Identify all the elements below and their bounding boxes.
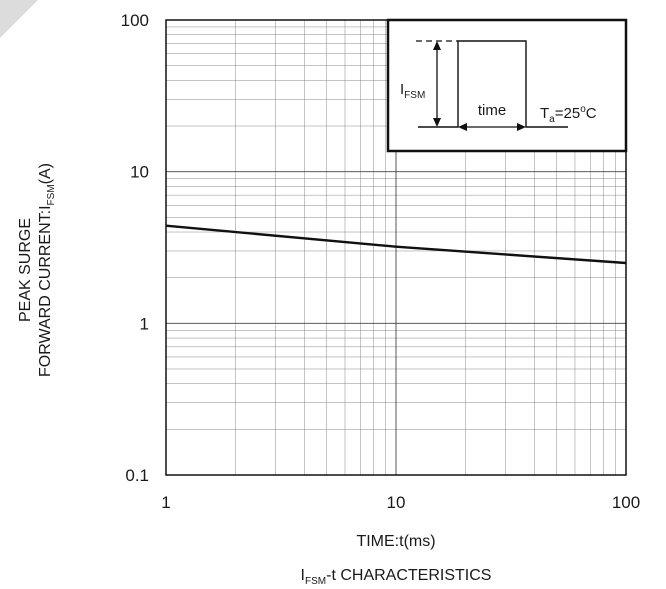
inset-temp-sub: a: [549, 114, 555, 125]
y-axis-title-sub: FSM: [46, 184, 57, 205]
y-tick-label: 1: [140, 314, 149, 333]
caption-sub: FSM: [305, 576, 326, 587]
x-tick-label: 100: [612, 493, 640, 512]
y-axis-title: PEAK SURGE FORWARD CURRENT:IFSM(A): [17, 163, 57, 377]
caption-main: I: [301, 567, 305, 584]
inset-frame: [386, 18, 628, 153]
series-layer: [165, 224, 627, 265]
y-tick-label: 10: [130, 163, 149, 182]
inset-ifsm-arrow-head-bottom: [433, 118, 441, 127]
inset-ifsm-arrow-head-top: [433, 41, 441, 50]
y-tick-label: 100: [121, 11, 149, 30]
inset-temp-sup: o: [580, 104, 586, 115]
inset-temp-label: Ta=25oC: [540, 104, 597, 125]
inset-ifsm-sub: FSM: [404, 90, 425, 101]
y-axis-title-line1: PEAK SURGE: [17, 218, 34, 322]
inset-time-arrow-head-right: [517, 123, 526, 131]
corner-shape: [0, 0, 38, 38]
inset-pulse: [418, 40, 568, 128]
y-tick-labels: 0.1 1 10 100: [121, 11, 149, 485]
x-tick-labels: 1 10 100: [161, 493, 640, 512]
y-tick-label: 0.1: [125, 466, 149, 485]
y-axis-title-main: FORWARD CURRENT:I: [37, 205, 54, 377]
caption-rest: -t CHARACTERISTICS: [326, 567, 491, 584]
inset-ifsm-label: IFSM: [400, 81, 425, 101]
inset-temp-main: T: [540, 105, 549, 122]
y-axis-title-line2: FORWARD CURRENT:IFSM(A): [37, 163, 57, 377]
inset-diagram: IFSM time Ta=25oC: [386, 18, 628, 153]
x-tick-label: 10: [387, 493, 406, 512]
x-tick-label: 1: [161, 493, 170, 512]
x-axis-title: TIME:t(ms): [356, 533, 435, 550]
series-line: [165, 224, 627, 265]
y-axis-title-rest: (A): [37, 163, 54, 184]
inset-temp-value: =25: [555, 105, 580, 122]
inset-temp-unit: C: [586, 105, 597, 122]
inset-ifsm-main: I: [400, 81, 404, 98]
inset-time-label: time: [478, 102, 506, 119]
chart-caption: IFSM-t CHARACTERISTICS: [301, 567, 492, 587]
inset-time-arrow-head-left: [458, 123, 467, 131]
